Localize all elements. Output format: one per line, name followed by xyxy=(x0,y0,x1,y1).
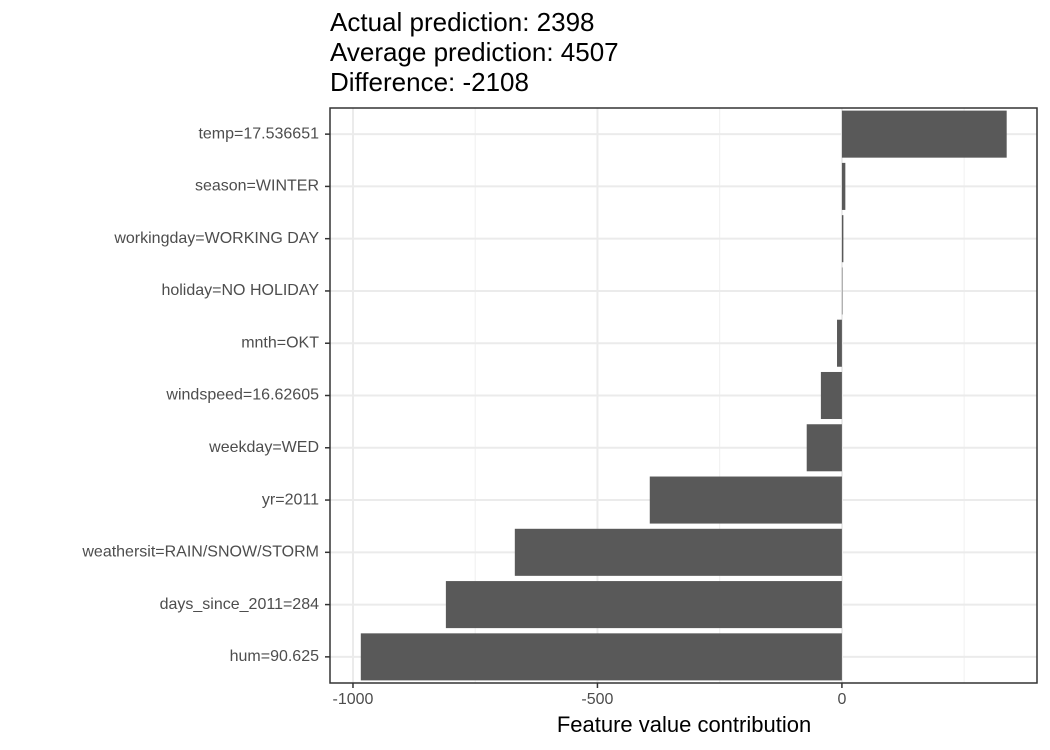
y-tick-label: windspeed=16.62605 xyxy=(165,387,319,404)
title: Actual prediction: 2398 Average predicti… xyxy=(330,7,619,97)
bar xyxy=(841,110,1007,158)
title-line: Actual prediction: 2398 xyxy=(330,7,595,37)
x-tick-label: -1000 xyxy=(333,691,374,708)
x-tick-label: -500 xyxy=(581,691,613,708)
bar xyxy=(445,581,842,629)
title-line: Difference: -2108 xyxy=(330,67,529,97)
y-tick-label: season=WINTER xyxy=(195,178,319,195)
y-tick-label: workingday=WORKING DAY xyxy=(113,230,319,247)
plot-border xyxy=(329,107,1038,684)
y-tick-label: temp=17.536651 xyxy=(198,125,319,142)
title-line: Average prediction: 4507 xyxy=(330,37,619,67)
bar xyxy=(360,633,842,681)
y-tick-label: hum=90.625 xyxy=(230,648,320,665)
y-tick-label: weekday=WED xyxy=(208,439,319,456)
bar xyxy=(820,371,842,420)
bar xyxy=(649,476,842,524)
bar xyxy=(837,319,842,367)
y-tick-label: mnth=OKT xyxy=(241,334,319,351)
x-axis-title: Feature value contribution xyxy=(557,712,811,737)
bar xyxy=(841,215,844,263)
bar xyxy=(806,424,842,472)
y-tick-label: weathersit=RAIN/SNOW/STORM xyxy=(81,544,319,561)
y-tick-label: days_since_2011=284 xyxy=(160,596,319,613)
bar xyxy=(514,528,842,576)
x-tick-label: 0 xyxy=(837,691,846,708)
y-tick-label: yr=2011 xyxy=(262,491,319,508)
bar xyxy=(841,162,846,210)
y-tick-label: holiday=NO HOLIDAY xyxy=(161,282,319,299)
